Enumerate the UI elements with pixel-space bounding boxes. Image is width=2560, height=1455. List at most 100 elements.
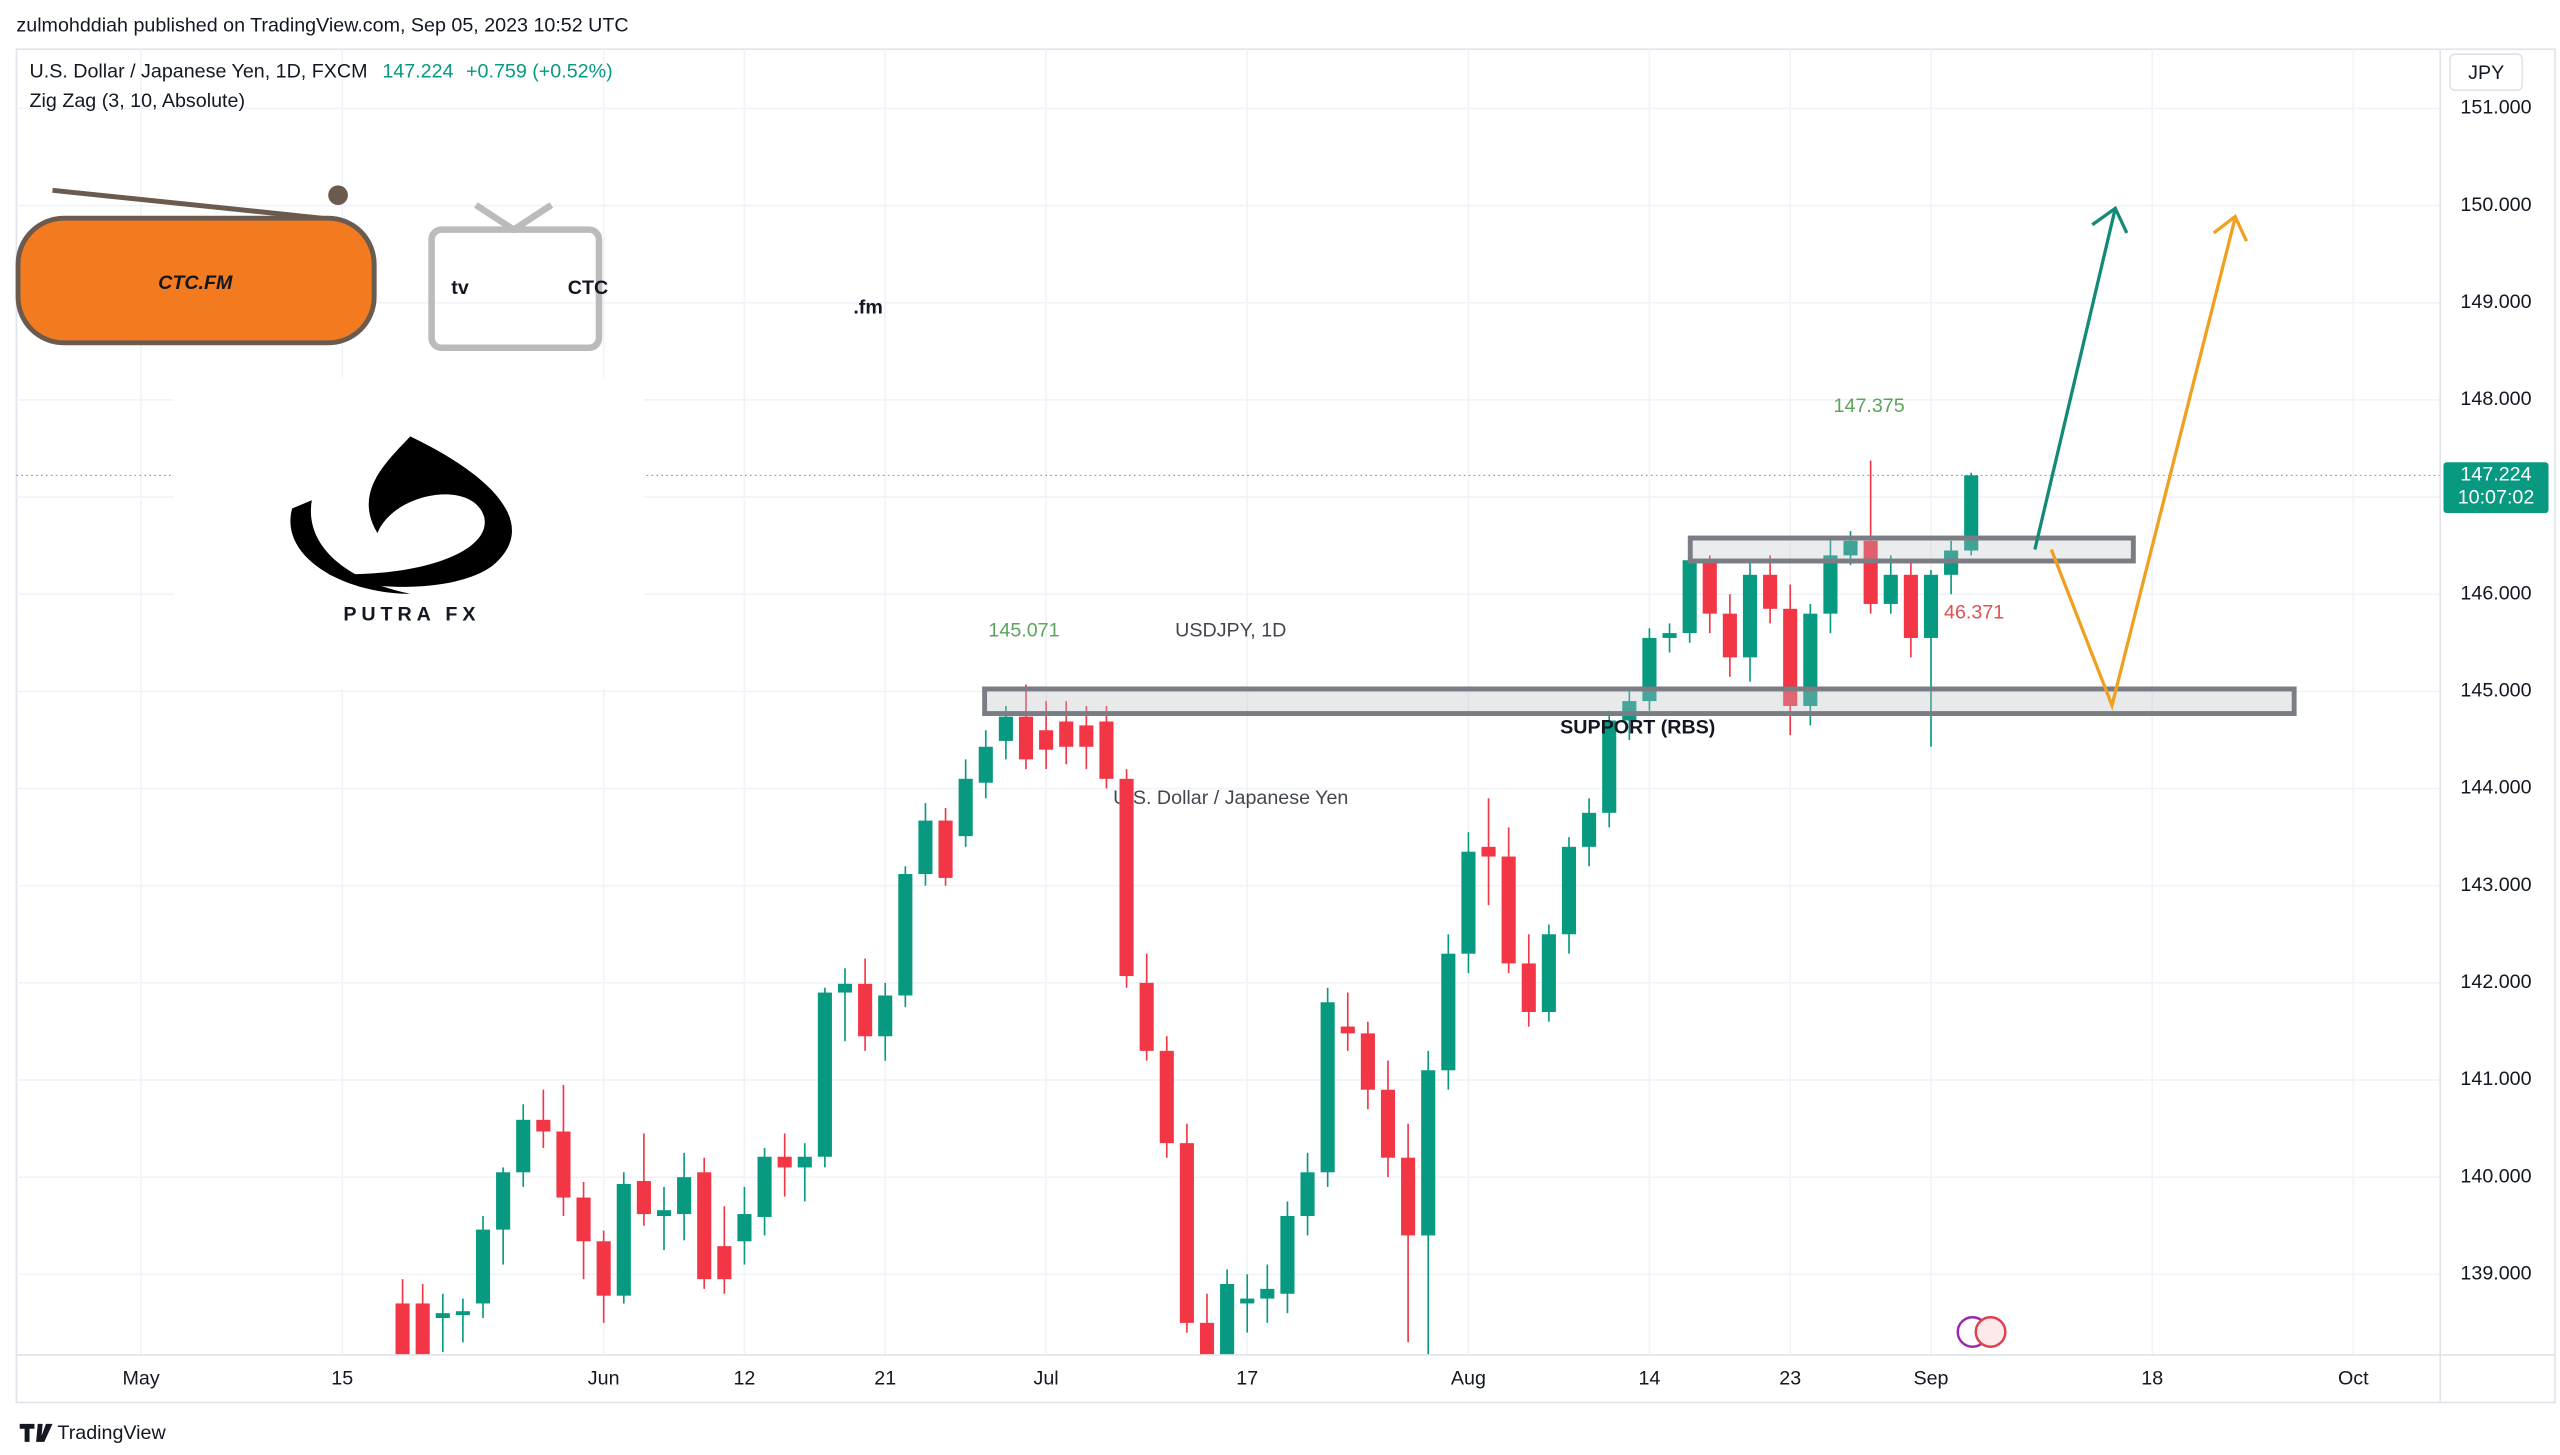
candle-body — [1903, 574, 1918, 638]
ctc-text: CTC.FM — [158, 272, 233, 294]
fm-text: .fm — [853, 297, 883, 319]
tvctc-logo: tv CTC .fm — [428, 202, 883, 352]
y-tick-label: 148.000 — [2460, 388, 2531, 410]
ctc-logo: CTC.FM — [15, 185, 377, 346]
candle-body — [837, 983, 853, 993]
candle-body — [717, 1246, 732, 1280]
last-price-box — [2443, 462, 2549, 514]
candle-body — [1079, 725, 1094, 747]
watermark-symbol: USDJPY, 1D — [1175, 620, 1286, 642]
ctc-badge — [15, 215, 377, 346]
candle-body — [1742, 574, 1758, 658]
tv-frame — [428, 226, 603, 352]
candle-body — [656, 1210, 672, 1217]
candle-body — [1823, 555, 1838, 614]
putra-logo: PUTRA FX — [290, 436, 512, 625]
currency-box — [2449, 53, 2524, 92]
candle-body — [1340, 1026, 1355, 1034]
candle-body — [938, 820, 953, 878]
brand-text: TradingView — [57, 1422, 166, 1444]
candle-body — [1099, 721, 1114, 779]
bullish-arrow — [2033, 207, 2117, 550]
scenario-arrow — [2049, 217, 2237, 711]
logo-backdrop — [173, 377, 644, 689]
candle-body — [1059, 721, 1074, 747]
candle-body — [1561, 846, 1577, 935]
x-tick-label: Oct — [2338, 1368, 2369, 1390]
candle-body — [1401, 1157, 1416, 1236]
candle-body — [1763, 574, 1778, 609]
candle-body — [978, 746, 993, 783]
x-tick-label: Aug — [1451, 1368, 1486, 1390]
x-tick-label: Jun — [588, 1368, 620, 1390]
candle-body — [1240, 1298, 1255, 1304]
candle-body — [1360, 1033, 1375, 1090]
bullish-arrowhead — [2091, 205, 2129, 234]
candle-body — [1682, 560, 1697, 634]
antenna — [52, 187, 322, 221]
candle-body — [918, 820, 933, 875]
candle-body — [777, 1156, 792, 1168]
candle-body — [898, 874, 913, 996]
candle-body — [1541, 934, 1556, 1012]
candle-body — [1964, 475, 1979, 551]
candle-body — [1923, 574, 1939, 638]
legend-change: +0.759 (+0.52%) — [466, 60, 613, 82]
legend-symbol: U.S. Dollar / Japanese Yen, 1D, FXCM — [30, 60, 368, 82]
candle-body — [1722, 613, 1737, 658]
x-tick-label: 23 — [1779, 1368, 1801, 1390]
candle-body — [1139, 982, 1154, 1051]
y-tick-label: 145.000 — [2460, 680, 2531, 702]
y-tick-label: 143.000 — [2460, 874, 2531, 896]
candle-body — [636, 1181, 651, 1215]
putra-swirl-left — [290, 500, 411, 594]
candle-body — [1320, 1002, 1335, 1173]
candle-body — [1783, 608, 1798, 706]
x-tick-label: Jul — [1034, 1368, 1059, 1390]
candle-body — [1863, 540, 1878, 604]
axes: 139.000 140.000 141.000 142.000 143.000 144.0… — [123, 97, 2549, 1390]
candle-body — [998, 716, 1013, 741]
candle-body — [455, 1311, 470, 1316]
candle-body — [878, 995, 893, 1037]
y-tick-label: 149.000 — [2460, 291, 2531, 313]
brand-logo — [19, 1423, 53, 1442]
candle-body — [958, 778, 973, 837]
y-tick-label: 142.000 — [2460, 971, 2531, 993]
candle-body — [496, 1172, 511, 1230]
scenario-arrowhead — [2212, 213, 2249, 242]
candle-body — [677, 1177, 692, 1215]
zigzag-label: 145.071 — [988, 620, 1059, 642]
publish-info: zulmohddiah published on TradingView.com… — [16, 14, 628, 36]
x-tick-label: 12 — [734, 1368, 756, 1390]
candle-body — [858, 983, 873, 1037]
x-tick-label: 21 — [874, 1368, 896, 1390]
candle-body — [1421, 1070, 1436, 1236]
candle-body — [1039, 730, 1054, 750]
candle-body — [1220, 1284, 1235, 1355]
watermark-description: U.S. Dollar / Japanese Yen — [1113, 787, 1348, 809]
candle-body — [1521, 963, 1536, 1012]
candle-body — [737, 1214, 752, 1242]
legend-indicator: Zig Zag (3, 10, Absolute) — [30, 90, 245, 112]
event-icon — [1974, 1315, 2007, 1348]
candles — [395, 460, 1979, 1355]
chart-frame — [15, 48, 2556, 1404]
last-price-label: 147.224 — [2460, 464, 2531, 486]
candle-body — [1159, 1050, 1174, 1144]
candle-body — [1018, 716, 1034, 760]
candle-body — [1300, 1172, 1315, 1217]
x-tick-label: 15 — [331, 1368, 353, 1390]
candle-body — [516, 1119, 531, 1173]
resistance-zone — [1687, 535, 2136, 564]
candle-body — [1481, 846, 1496, 857]
candle-body — [1501, 856, 1516, 964]
candle-body — [415, 1303, 430, 1355]
antenna-tip — [328, 185, 348, 206]
x-tick-label: 17 — [1236, 1368, 1258, 1390]
putra-swirl — [328, 436, 512, 587]
